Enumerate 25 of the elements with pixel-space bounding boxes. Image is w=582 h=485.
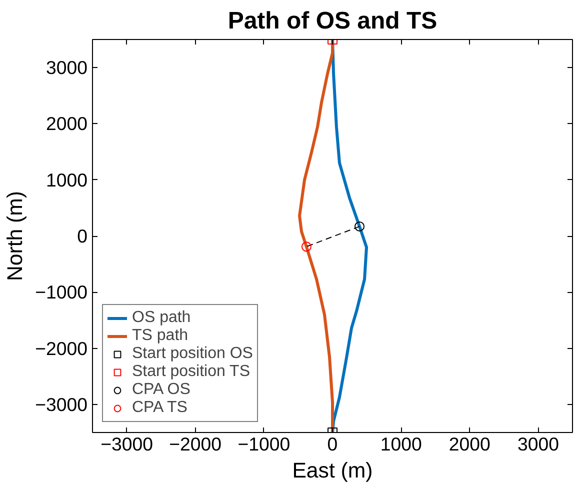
x-tick-label: 1000 (380, 434, 422, 454)
legend-label: Start position TS (132, 363, 250, 381)
x-tick-label: 3000 (517, 434, 559, 454)
legend-label: CPA OS (132, 381, 190, 399)
x-tick-label: −3000 (100, 434, 153, 454)
y-tick-label: 2000 (46, 113, 88, 134)
legend-label: CPA TS (132, 399, 188, 417)
point (354, 221, 365, 232)
y-tick-label: 1000 (46, 169, 88, 190)
y-tick-label: 0 (77, 226, 88, 246)
legend-label: Start position OS (132, 345, 253, 363)
x-tick-label: −2000 (169, 434, 222, 454)
chart-title: Path of OS and TS (228, 8, 438, 34)
point (301, 242, 312, 252)
x-tick-label: 0 (327, 434, 338, 454)
y-tick-label: −2000 (35, 338, 88, 359)
x-tick-label: −1000 (238, 434, 290, 454)
y-tick-label: −1000 (35, 282, 88, 303)
x-tick-label: 2000 (448, 434, 490, 454)
x-axis-title: East (m) (292, 458, 373, 482)
legend-label: TS path (132, 327, 188, 345)
legend-label: OS path (132, 309, 191, 327)
y-tick-label: −3000 (35, 394, 88, 415)
y-axis-title: North (m) (3, 190, 28, 282)
y-tick-label: 3000 (46, 57, 88, 78)
